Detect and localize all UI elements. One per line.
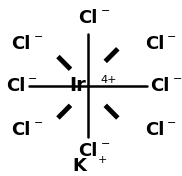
Text: −: − bbox=[167, 32, 177, 42]
Text: Cl: Cl bbox=[151, 77, 170, 95]
Text: −: − bbox=[28, 74, 37, 84]
Text: Cl: Cl bbox=[78, 142, 98, 160]
Text: Cl: Cl bbox=[145, 35, 164, 53]
Text: Ir: Ir bbox=[69, 76, 86, 95]
Text: 4+: 4+ bbox=[100, 75, 117, 85]
Text: +: + bbox=[98, 155, 107, 165]
Text: Cl: Cl bbox=[12, 35, 31, 53]
Text: −: − bbox=[101, 6, 110, 16]
Text: −: − bbox=[101, 139, 110, 149]
Text: −: − bbox=[167, 118, 177, 128]
Text: Cl: Cl bbox=[6, 77, 25, 95]
Text: K: K bbox=[72, 157, 86, 175]
Text: −: − bbox=[34, 118, 43, 128]
Text: Cl: Cl bbox=[145, 121, 164, 139]
Text: Cl: Cl bbox=[12, 121, 31, 139]
Text: −: − bbox=[173, 74, 182, 84]
Text: Cl: Cl bbox=[78, 9, 98, 27]
Text: −: − bbox=[34, 32, 43, 42]
